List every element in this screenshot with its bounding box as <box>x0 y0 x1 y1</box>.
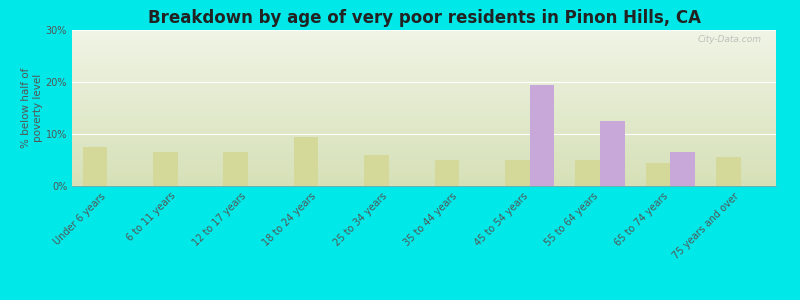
Bar <box>646 163 670 186</box>
Bar <box>530 85 554 186</box>
Bar <box>434 160 459 186</box>
Bar <box>600 121 625 186</box>
Text: City-Data.com: City-Data.com <box>698 35 762 44</box>
Y-axis label: % below half of
poverty level: % below half of poverty level <box>22 68 43 148</box>
Bar <box>670 152 695 186</box>
Bar <box>364 155 389 186</box>
Bar <box>575 160 600 186</box>
Title: Breakdown by age of very poor residents in Pinon Hills, CA: Breakdown by age of very poor residents … <box>147 9 701 27</box>
Bar <box>505 160 530 186</box>
Bar <box>223 152 248 186</box>
Bar <box>82 147 107 186</box>
Bar <box>294 136 318 186</box>
Bar <box>153 152 178 186</box>
Bar <box>716 158 741 186</box>
